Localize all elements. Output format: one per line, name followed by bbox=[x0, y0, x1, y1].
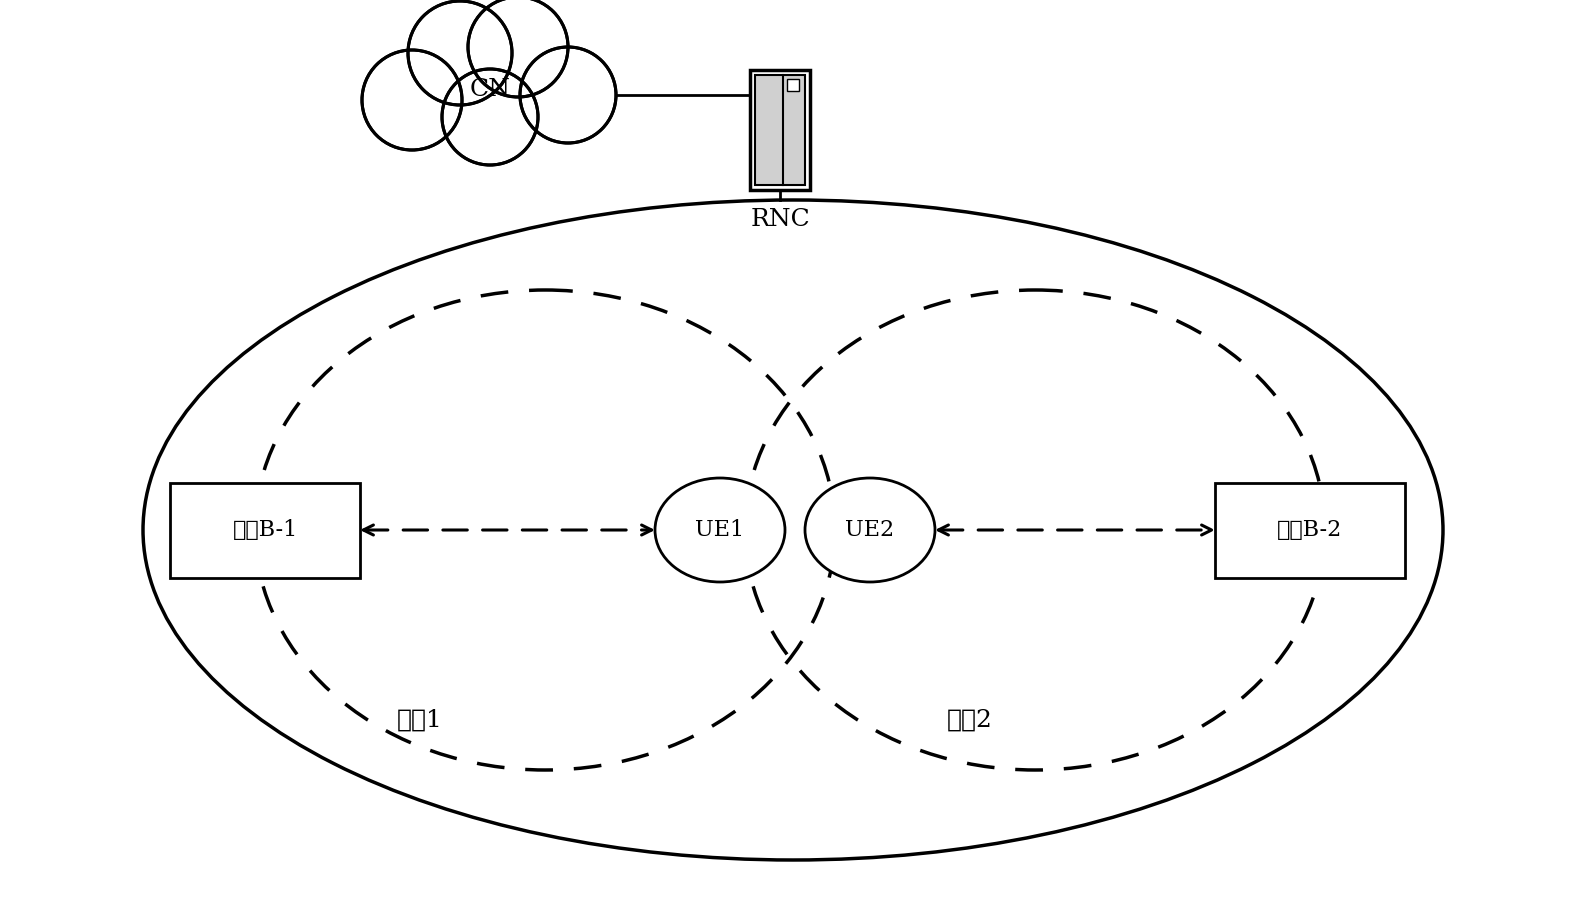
Ellipse shape bbox=[805, 478, 935, 582]
Polygon shape bbox=[362, 0, 616, 165]
Text: UE2: UE2 bbox=[846, 519, 895, 541]
Circle shape bbox=[467, 0, 570, 98]
Ellipse shape bbox=[655, 478, 786, 582]
Text: 节点B-1: 节点B-1 bbox=[232, 519, 298, 541]
Circle shape bbox=[441, 68, 540, 166]
Circle shape bbox=[519, 46, 617, 144]
Bar bbox=[787, 79, 798, 91]
Circle shape bbox=[406, 0, 513, 106]
Bar bbox=[755, 75, 805, 185]
Bar bbox=[1216, 483, 1404, 578]
Text: RNC: RNC bbox=[751, 208, 809, 231]
Bar bbox=[751, 70, 809, 190]
Text: 小区2: 小区2 bbox=[947, 709, 993, 732]
Text: 小区1: 小区1 bbox=[397, 709, 443, 732]
Bar bbox=[170, 483, 360, 578]
Text: UE1: UE1 bbox=[695, 519, 744, 541]
Circle shape bbox=[360, 49, 463, 151]
Text: 节点B-2: 节点B-2 bbox=[1278, 519, 1343, 541]
Text: CN: CN bbox=[470, 78, 511, 101]
